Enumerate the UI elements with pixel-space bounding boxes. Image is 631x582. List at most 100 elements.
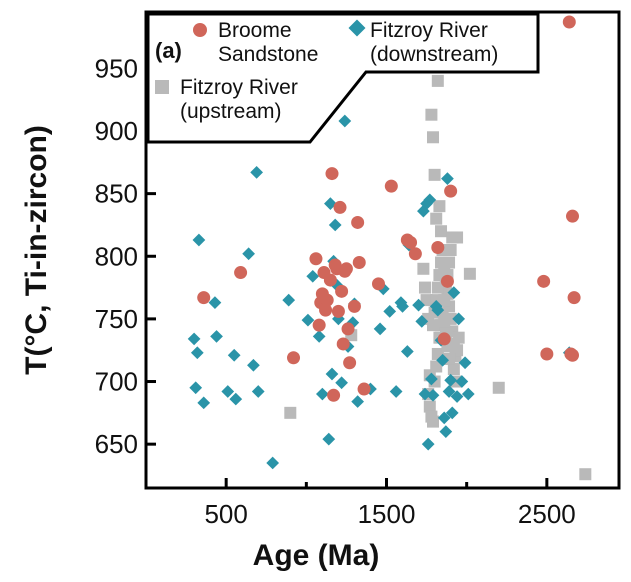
data-point-square <box>452 331 465 344</box>
data-point-circle <box>325 167 339 181</box>
data-point-circle <box>357 382 371 396</box>
data-point-square <box>430 360 443 373</box>
data-point-diamond <box>312 330 326 343</box>
data-point-diamond <box>400 345 414 358</box>
data-point-diamond <box>383 305 397 318</box>
data-point-circle <box>562 15 576 29</box>
data-point-circle <box>431 240 445 254</box>
data-point-square <box>431 74 444 87</box>
data-point-diamond <box>301 313 315 327</box>
legend: (a) Broome Sandstone Fitzroy River (down… <box>146 12 540 144</box>
data-point-diamond <box>208 296 222 309</box>
legend-label-downstream-line2: (downstream) <box>370 43 498 66</box>
y-tick-label: 900 <box>95 116 138 146</box>
data-point-circle <box>341 322 355 336</box>
data-point-circle <box>312 318 326 332</box>
data-point-diamond <box>444 373 458 387</box>
data-point-square <box>420 294 433 307</box>
data-point-circle <box>404 235 418 249</box>
y-tick-label: 800 <box>95 241 138 271</box>
data-point-circle <box>537 274 551 288</box>
data-point-square <box>435 225 448 238</box>
data-point-diamond <box>461 387 475 401</box>
data-point-square <box>438 315 451 328</box>
y-axis-title: T(°C, Ti-in-zircon) <box>20 125 53 375</box>
data-point-square <box>463 267 476 280</box>
data-point-diamond <box>328 218 342 232</box>
data-point-diamond <box>221 385 235 398</box>
data-point-diamond <box>426 388 440 402</box>
data-point-diamond <box>229 392 243 406</box>
data-point-square <box>447 363 460 375</box>
data-point-square <box>423 400 436 413</box>
legend-label-upstream-line1: Fitzroy River <box>180 76 298 99</box>
data-point-circle <box>331 304 345 318</box>
y-tick-label: 700 <box>95 367 138 397</box>
y-tick-label: 850 <box>95 179 138 209</box>
data-point-square <box>579 468 592 481</box>
data-point-circle <box>319 303 333 317</box>
legend-marker-upstream <box>155 80 169 94</box>
x-tick-label: 500 <box>204 499 247 529</box>
data-point-circle <box>336 337 350 351</box>
data-point-diamond <box>418 387 432 401</box>
data-point-square <box>425 108 438 121</box>
data-point-square <box>427 319 440 332</box>
data-point-circle <box>309 252 323 266</box>
data-point-diamond <box>415 315 429 328</box>
data-point-circle <box>384 179 398 193</box>
data-point-circle <box>437 332 451 346</box>
data-point-diamond <box>437 411 451 425</box>
data-point-diamond <box>338 114 352 128</box>
data-point-diamond <box>396 300 409 313</box>
data-point-diamond <box>389 385 403 398</box>
data-point-diamond <box>189 381 203 395</box>
data-point-diamond <box>421 437 435 451</box>
data-point-square <box>427 131 440 144</box>
data-point-diamond <box>445 406 459 420</box>
data-point-diamond <box>441 172 454 185</box>
data-point-circle <box>320 293 334 307</box>
data-point-diamond <box>450 390 464 403</box>
points-layer <box>187 15 592 481</box>
data-point-diamond <box>242 247 255 261</box>
data-point-diamond <box>458 356 472 370</box>
data-point-diamond <box>316 387 329 401</box>
y-tick-label: 750 <box>95 304 138 334</box>
data-point-square <box>418 281 431 294</box>
data-point-diamond <box>227 348 241 362</box>
data-point-circle <box>333 200 347 214</box>
data-point-square <box>427 415 440 428</box>
ticks-layer: 650 700 750 800 850 900 950 500 1500 2500 <box>95 53 576 529</box>
x-axis-title: Age (Ma) <box>253 539 380 572</box>
data-point-square <box>435 256 448 269</box>
legend-label-broome-line1: Broome <box>218 19 292 42</box>
data-point-square <box>430 212 443 225</box>
data-point-diamond <box>455 375 469 388</box>
data-point-circle <box>327 388 341 402</box>
data-point-square <box>492 381 505 394</box>
data-point-square <box>431 281 444 294</box>
data-point-diamond <box>250 165 263 179</box>
data-point-circle <box>339 262 353 276</box>
data-point-diamond <box>373 322 387 336</box>
data-point-diamond <box>251 385 265 398</box>
legend-label-downstream-line1: Fitzroy River <box>370 19 488 42</box>
data-point-circle <box>371 277 385 291</box>
data-point-diamond <box>431 303 445 317</box>
data-point-square <box>284 406 297 419</box>
data-point-diamond <box>436 353 449 367</box>
data-point-circle <box>444 184 458 198</box>
data-point-circle <box>408 247 422 261</box>
data-point-circle <box>234 266 248 280</box>
x-tick-label: 1500 <box>358 499 416 529</box>
data-point-diamond <box>425 372 438 386</box>
x-tick-label: 2500 <box>518 499 576 529</box>
data-point-circle <box>540 347 554 361</box>
data-point-square <box>428 168 441 181</box>
data-point-diamond <box>452 312 466 326</box>
legend-marker-broome <box>193 23 207 37</box>
data-point-circle <box>567 291 581 305</box>
data-point-diamond <box>192 233 206 247</box>
data-point-diamond <box>247 358 260 372</box>
